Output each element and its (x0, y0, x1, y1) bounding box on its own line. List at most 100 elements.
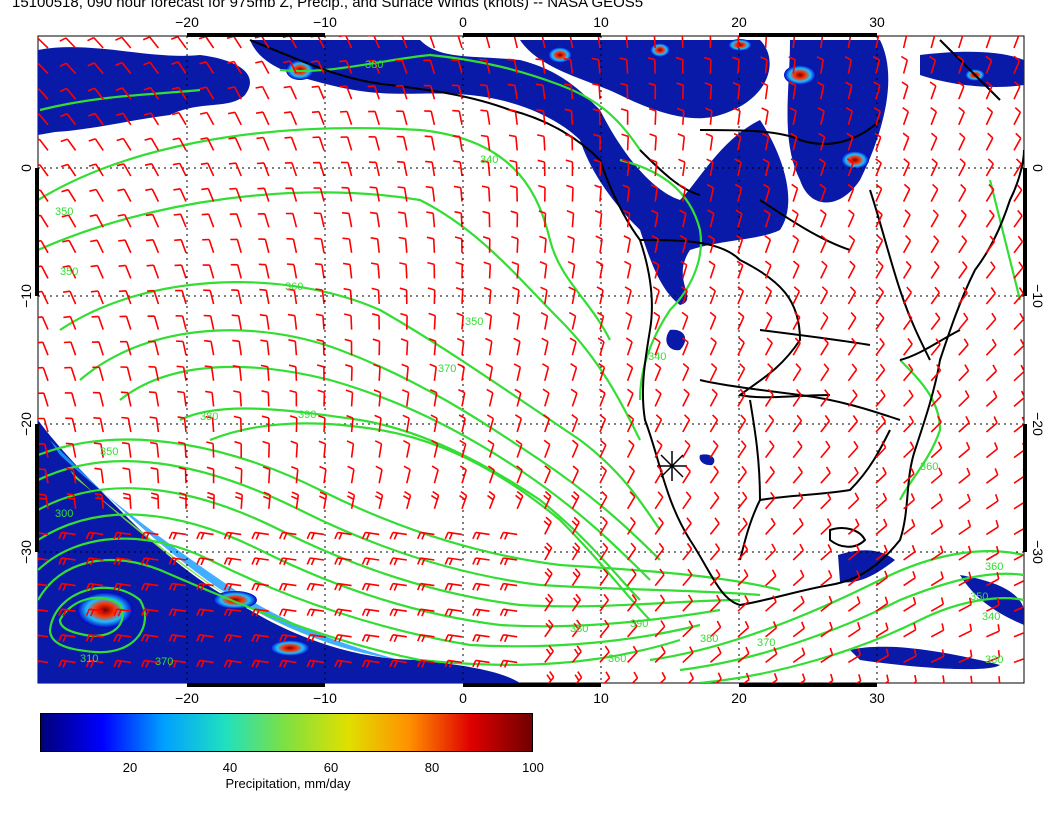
wind-barb (143, 112, 160, 126)
wind-barb (940, 675, 945, 683)
wind-barb (259, 314, 270, 330)
wind-barb (174, 264, 187, 279)
wind-barb (113, 582, 131, 591)
wind-barb (93, 417, 104, 433)
wind-barb (737, 543, 749, 561)
wind-barb (140, 634, 159, 643)
wind-barb (427, 287, 436, 305)
wind-barb (317, 389, 326, 407)
wind-barb (682, 465, 691, 484)
wind-barb (416, 531, 435, 540)
wind-barb (715, 672, 722, 683)
wind-barb (345, 389, 354, 407)
wind-barb (403, 465, 411, 484)
wind-barb (654, 388, 662, 407)
wind-barb (140, 531, 159, 540)
wind-barb (818, 132, 826, 151)
wind-barb (430, 414, 438, 433)
wind-barb (706, 183, 715, 202)
wind-barb (262, 440, 270, 458)
wind-barb (654, 542, 665, 561)
wind-barb (483, 261, 492, 279)
wind-barb (395, 59, 408, 74)
wind-barb (649, 158, 658, 177)
wind-barb (199, 86, 215, 100)
wind-barb (985, 545, 1000, 561)
wind-barb (651, 235, 659, 253)
wind-barb (788, 81, 797, 100)
wind-barb (318, 440, 327, 458)
wind-barb (875, 596, 889, 612)
contour-label: 360 (608, 653, 626, 665)
wind-barb (147, 340, 160, 356)
wind-barb (115, 61, 132, 75)
wind-barb (342, 237, 353, 253)
wind-barb (682, 388, 690, 407)
wind-barb (599, 645, 610, 663)
wind-barb (58, 659, 76, 668)
contour-label: 380 (200, 411, 218, 423)
lon-tick-label: 0 (459, 690, 467, 706)
wind-barb (121, 416, 132, 433)
wind-barb (65, 442, 77, 458)
wind-barb (875, 363, 886, 382)
wind-barb (571, 542, 581, 561)
wind-barb (627, 645, 638, 663)
wind-barb (58, 557, 76, 566)
wind-barb (340, 161, 353, 177)
wind-barb (1013, 390, 1024, 408)
wind-barb (820, 363, 830, 382)
wind-barb (499, 582, 518, 591)
wind-barb (985, 158, 994, 177)
wind-barb (207, 491, 215, 509)
lat-lon-grid (38, 36, 1024, 683)
wind-barb (819, 209, 827, 228)
wind-barb (399, 287, 408, 305)
wind-barb (958, 441, 971, 459)
wind-barb (389, 531, 407, 540)
wind-barb (481, 185, 491, 202)
wind-barb (371, 287, 380, 305)
wind-barb (403, 439, 411, 458)
wind-barb (571, 568, 581, 587)
wind-barb (903, 467, 915, 484)
wind-barb (334, 557, 352, 566)
wind-barb (148, 391, 160, 407)
wind-barb (958, 209, 967, 228)
wind-barb (537, 159, 546, 177)
contour-label: 360 (920, 461, 938, 473)
wind-barb (620, 82, 629, 100)
wind-barb (985, 364, 998, 382)
wind-barb (621, 133, 629, 151)
wind-barb (875, 544, 888, 561)
wind-barb (390, 686, 407, 693)
wind-barb (1013, 261, 1024, 279)
wind-barb (373, 363, 381, 381)
wind-barb (202, 238, 215, 254)
wind-barb (343, 287, 353, 305)
wind-barb (764, 414, 775, 433)
lat-tick-label: −30 (18, 540, 34, 564)
wind-barb (88, 163, 104, 177)
contour-label: 350 (60, 266, 78, 278)
wind-barb (168, 531, 187, 540)
wind-barb (820, 518, 832, 535)
wind-barb (707, 209, 715, 228)
wind-barb (38, 113, 49, 126)
wind-barb (903, 493, 916, 510)
wind-barb (375, 465, 383, 484)
wind-barb (930, 260, 940, 279)
wind-barb (544, 542, 553, 561)
wind-barb (425, 185, 436, 202)
wind-barb (66, 467, 77, 484)
wind-barb (499, 557, 518, 566)
wind-barb (235, 491, 243, 509)
wind-barb (654, 568, 665, 587)
wind-barb (654, 491, 664, 510)
wind-barb (571, 414, 579, 433)
wind-barb (389, 557, 407, 566)
wind-barb (401, 389, 410, 407)
wind-barb (38, 239, 49, 254)
wind-barb (176, 365, 187, 381)
wind-barb (370, 237, 380, 253)
